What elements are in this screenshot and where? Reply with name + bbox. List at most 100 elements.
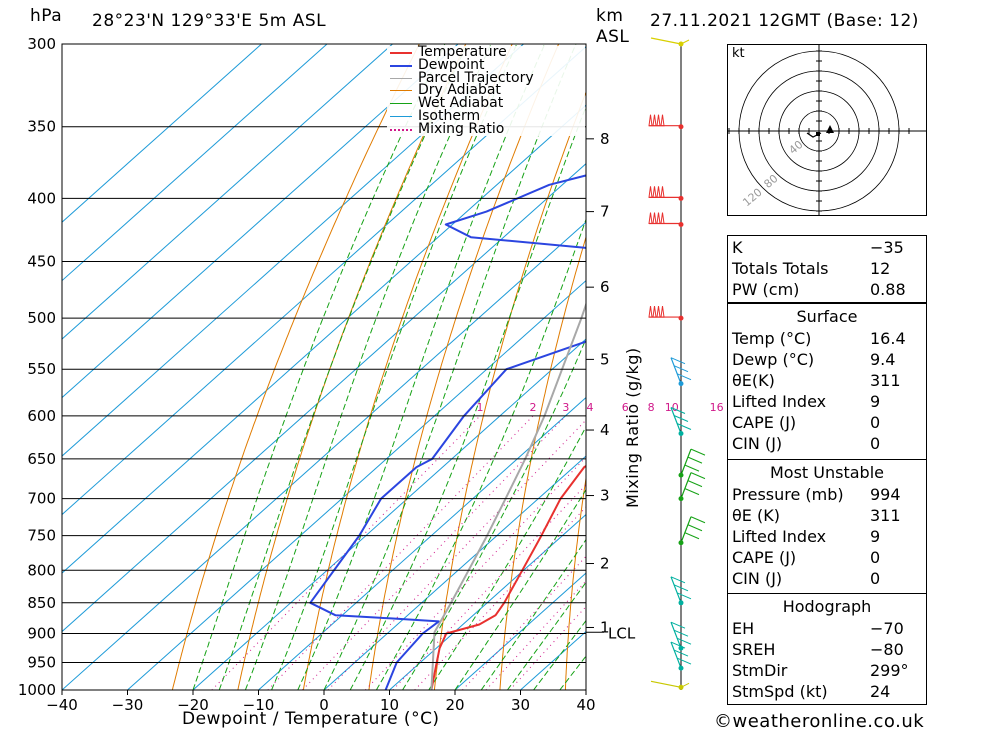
pressure-tick-label: 350 xyxy=(27,118,56,136)
hodograph-stat-value: 299° xyxy=(870,661,909,680)
station-location: 28°23'N 129°33'E 5m ASL xyxy=(92,11,327,31)
wind-barb-pennant xyxy=(660,212,665,225)
x-tick-label: 20 xyxy=(445,696,464,714)
surface-value: 311 xyxy=(870,371,901,390)
isotherm-line xyxy=(62,44,524,457)
most-unstable-title: Most Unstable xyxy=(770,463,884,482)
wind-barb xyxy=(648,186,684,201)
wind-barb-pennant xyxy=(652,186,657,198)
hodograph-stat-row: StmSpd (kt) 24 xyxy=(728,681,926,702)
x-tick-label: 10 xyxy=(380,696,399,714)
wind-barb-shaft xyxy=(680,448,692,476)
index-value: −35 xyxy=(870,238,904,257)
wind-barb-feather xyxy=(676,637,692,645)
isotherm-line xyxy=(62,44,328,282)
wind-barb-pennant xyxy=(656,212,661,225)
mixing-ratio-axis-title: Mixing Ratio (g/kg) xyxy=(623,347,642,508)
wind-barb-shaft xyxy=(650,680,682,688)
wind-barb-flag xyxy=(680,682,690,688)
wind-barb-pennant xyxy=(660,306,665,318)
km-tick-label: 3 xyxy=(600,487,610,505)
dewpoint-profile xyxy=(309,174,586,690)
hodograph-mean-marker xyxy=(816,132,820,136)
wind-barb xyxy=(678,472,706,502)
pressure-tick-label: 800 xyxy=(27,561,56,579)
most-unstable-label: CAPE (J) xyxy=(732,548,797,567)
mixing-ratio-line xyxy=(327,419,586,690)
wind-barb-shaft xyxy=(670,576,682,604)
x-tick-label: −20 xyxy=(177,696,209,714)
legend-swatch xyxy=(390,64,412,67)
mixing-ratio-label: 8 xyxy=(648,401,655,414)
wind-barb-shaft xyxy=(680,516,692,543)
wind-barb-pennant xyxy=(648,186,653,198)
isotherm-line xyxy=(127,279,586,690)
x-tick-label: −30 xyxy=(112,696,144,714)
hodograph-stat-label: StmDir xyxy=(732,661,788,680)
wind-barb xyxy=(670,641,692,671)
isotherm-line xyxy=(62,46,586,516)
index-value: 0.88 xyxy=(870,280,906,299)
wind-barb xyxy=(648,306,684,321)
hodograph-stat-label: EH xyxy=(732,619,755,638)
pressure-tick-label: 600 xyxy=(27,407,56,425)
hodograph-stats-title: Hodograph xyxy=(782,597,872,616)
most-unstable-value: 994 xyxy=(870,485,901,504)
most-unstable-row: Pressure (mb) 994 xyxy=(728,484,926,505)
dry-adiabat-line xyxy=(564,475,586,690)
most-unstable-value: 0 xyxy=(870,569,881,588)
wind-barb xyxy=(678,448,706,478)
isotherm-line xyxy=(62,44,262,223)
mixing-ratio-line xyxy=(392,484,586,690)
legend-entry: Isotherm xyxy=(387,108,585,124)
wind-barb-feather xyxy=(690,448,706,456)
wind-barb-pennant xyxy=(656,186,661,198)
x-tick-label: 40 xyxy=(576,696,595,714)
isotherm-line xyxy=(192,338,586,690)
wet-adiabat-line xyxy=(192,44,446,690)
surface-row: Lifted Index 9 xyxy=(728,391,926,412)
hodograph-unit: kt xyxy=(732,46,745,61)
legend-label: Wet Adiabat xyxy=(418,95,504,112)
wind-barb xyxy=(648,212,684,228)
surface-label: θE(K) xyxy=(732,371,775,390)
surface-value: 0 xyxy=(870,434,881,453)
most-unstable-value: 9 xyxy=(870,527,881,546)
pressure-tick-label: 400 xyxy=(27,189,56,207)
mixing-ratio-label: 4 xyxy=(586,401,593,414)
isotherm-line xyxy=(62,44,393,340)
surface-value: 9.4 xyxy=(870,350,896,369)
pressure-tick-label: 750 xyxy=(27,527,56,545)
legend-entry: Parcel Trajectory xyxy=(387,70,585,86)
pressure-tick-label: 850 xyxy=(27,594,56,612)
legend-entry: Dry Adiabat xyxy=(387,82,585,98)
legend-swatch xyxy=(390,77,412,79)
wind-barb-feather xyxy=(670,576,686,584)
temperature-profile xyxy=(430,464,586,690)
most-unstable-label: Pressure (mb) xyxy=(732,485,844,504)
most-unstable-value: 311 xyxy=(870,506,901,525)
pressure-tick-label: 700 xyxy=(27,490,56,508)
wind-barb xyxy=(670,357,692,387)
mixing-ratio-label: 6 xyxy=(622,401,629,414)
wet-adiabat-line xyxy=(428,425,586,690)
km-tick-label: 6 xyxy=(600,278,610,296)
legend-swatch xyxy=(390,90,412,92)
isotherm-line xyxy=(62,162,586,633)
asl-unit-label: ASL xyxy=(596,27,630,47)
wind-barb-feather xyxy=(684,464,700,472)
wind-barb-feather xyxy=(670,621,686,629)
pressure-tick-label: 1000 xyxy=(18,681,56,699)
legend-entry: Mixing Ratio xyxy=(387,121,585,137)
sounding-datetime: 27.11.2021 12GMT (Base: 12) xyxy=(650,11,919,31)
index-row: Totals Totals 12 xyxy=(728,258,926,279)
x-tick-label: 30 xyxy=(511,696,530,714)
wet-adiabat-line xyxy=(480,538,586,690)
most-unstable-row: CIN (J) 0 xyxy=(728,568,926,589)
isotherm-line xyxy=(389,513,586,690)
mixing-ratio-line xyxy=(365,456,586,690)
wet-adiabat-line xyxy=(402,337,586,690)
wind-barb-feather xyxy=(673,629,689,637)
mixing-ratio-line xyxy=(509,605,586,690)
